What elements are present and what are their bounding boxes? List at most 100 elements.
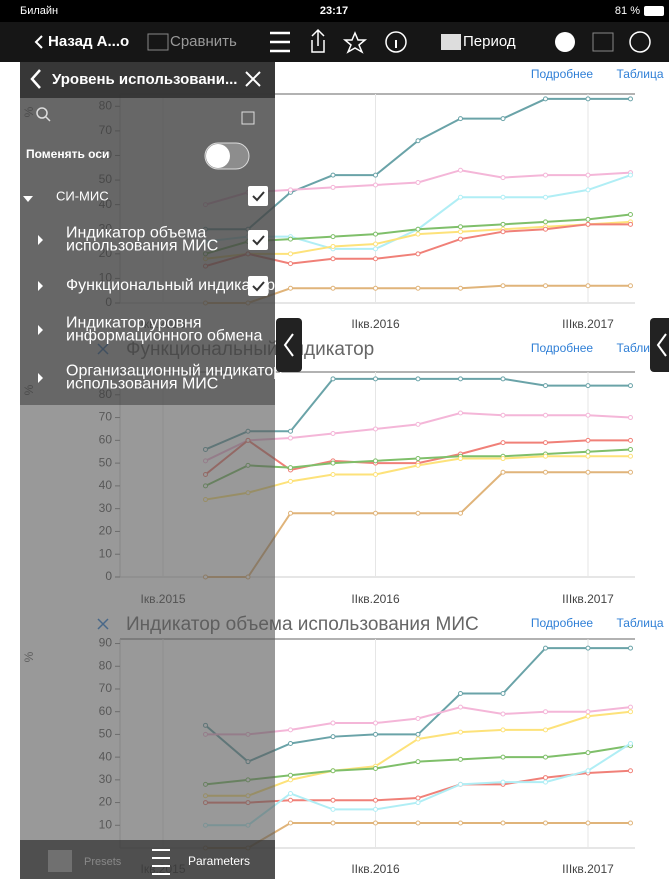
series-point (458, 116, 463, 122)
item-checkbox[interactable] (248, 230, 268, 250)
share-button[interactable] (311, 28, 325, 53)
series-point (628, 709, 633, 715)
series-point (373, 806, 378, 812)
series-point (543, 226, 548, 232)
search-icon[interactable] (36, 107, 48, 119)
panel-title: Уровень использовани... (52, 71, 237, 88)
group-checkbox[interactable] (248, 186, 268, 206)
series-point (288, 236, 293, 242)
table-link[interactable]: Таблица (616, 67, 663, 81)
item-checkbox-mark (252, 235, 265, 246)
table-link[interactable]: Таблица (616, 616, 663, 630)
series-point (415, 376, 421, 382)
item-checkbox-mark (252, 281, 265, 292)
item-checkbox[interactable] (248, 276, 268, 296)
compare-button[interactable]: Сравнить (170, 33, 237, 50)
series-point (330, 184, 336, 190)
series-point (415, 820, 421, 826)
series-point (458, 194, 463, 200)
x-tick-label: IIIкв.2017 (562, 317, 614, 331)
series-point (500, 376, 506, 382)
series-point (585, 469, 591, 475)
series-point (458, 781, 463, 787)
series-point (543, 172, 548, 178)
series-point (373, 472, 378, 477)
panel-close[interactable] (245, 71, 261, 87)
back-button[interactable]: Назад А...о (48, 33, 129, 50)
series-point (330, 172, 336, 178)
series-point (500, 175, 506, 181)
item-expander[interactable] (38, 373, 43, 383)
series-point (415, 285, 421, 291)
more-link[interactable]: Подробнее (531, 616, 594, 630)
series-point (415, 180, 421, 186)
panel-back[interactable] (30, 69, 41, 89)
x-tick-label: IIIкв.2017 (562, 592, 614, 606)
series-point (500, 820, 506, 826)
gauge-button[interactable] (629, 31, 651, 53)
carrier: Билайн (20, 5, 58, 17)
series-point (330, 820, 336, 826)
series-point (500, 283, 506, 289)
parameters-label[interactable]: Parameters (188, 854, 250, 868)
series-point (330, 734, 336, 740)
series-point (500, 691, 506, 697)
series-point (628, 704, 633, 710)
series-point (330, 234, 336, 240)
series-point (500, 469, 506, 475)
series-point (288, 727, 293, 733)
series-point (585, 768, 591, 774)
series-point (415, 226, 421, 232)
series-point (373, 182, 378, 188)
series-point (500, 412, 506, 418)
series-point (373, 765, 378, 771)
panel-items: Индикатор объема использования МИС Функцио… (38, 225, 282, 393)
series-point (330, 460, 336, 466)
series-point (373, 731, 378, 737)
info-button[interactable] (385, 31, 407, 53)
series-point (585, 412, 591, 418)
globe-button[interactable] (555, 32, 575, 52)
chart-button[interactable] (592, 32, 614, 52)
favorite-button[interactable] (342, 31, 368, 54)
more-link[interactable]: Подробнее (531, 341, 594, 355)
series-point (543, 727, 548, 733)
x-tick-label: IIкв.2016 (351, 592, 400, 606)
series-point (585, 172, 591, 178)
item-label: Функциональный индикатор (66, 277, 275, 294)
panel-tab[interactable] (276, 318, 302, 372)
period-button[interactable]: Период (463, 33, 516, 50)
item-expander[interactable] (38, 325, 43, 335)
series-point (585, 453, 591, 459)
series-point (543, 283, 548, 289)
series-point (628, 437, 633, 443)
series-point (585, 713, 591, 719)
more-link[interactable]: Подробнее (531, 67, 594, 81)
swap-axes-label: Поменять оси (26, 147, 109, 161)
series-point (500, 456, 506, 462)
series-point (330, 720, 336, 726)
series-point (500, 194, 506, 200)
right-tab[interactable] (650, 318, 669, 372)
series-point (330, 243, 336, 249)
series-point (585, 383, 591, 389)
item-expander[interactable] (38, 281, 43, 291)
series-point (628, 645, 633, 651)
series-point (330, 431, 336, 436)
presets-label[interactable]: Presets (84, 856, 122, 868)
series-point (628, 283, 633, 289)
series-point (415, 138, 421, 144)
list-button[interactable] (270, 31, 290, 53)
series-point (415, 800, 421, 806)
panel-body (20, 405, 275, 840)
series-point (500, 711, 506, 717)
item-expander[interactable] (38, 235, 43, 245)
panel-top (20, 62, 275, 405)
item-label: Организационный индикатор использования М… (66, 363, 282, 393)
series-point (373, 458, 378, 464)
series-point (288, 741, 293, 746)
group-expander[interactable] (23, 196, 33, 202)
series-point (585, 750, 591, 756)
edit-icon[interactable] (241, 111, 255, 125)
